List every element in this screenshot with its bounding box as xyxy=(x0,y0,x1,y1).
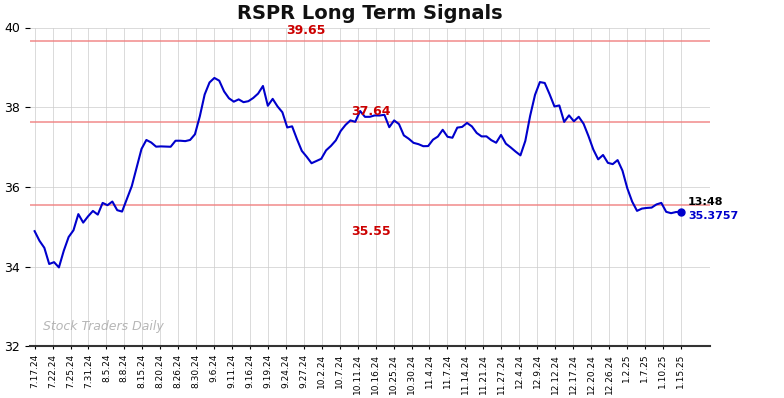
Text: 37.64: 37.64 xyxy=(351,105,390,117)
Text: 39.65: 39.65 xyxy=(286,24,325,37)
Text: 35.55: 35.55 xyxy=(350,225,390,238)
Text: 35.3757: 35.3757 xyxy=(688,211,739,221)
Title: RSPR Long Term Signals: RSPR Long Term Signals xyxy=(237,4,503,23)
Text: Stock Traders Daily: Stock Traders Daily xyxy=(43,320,164,334)
Text: 13:48: 13:48 xyxy=(688,197,724,207)
